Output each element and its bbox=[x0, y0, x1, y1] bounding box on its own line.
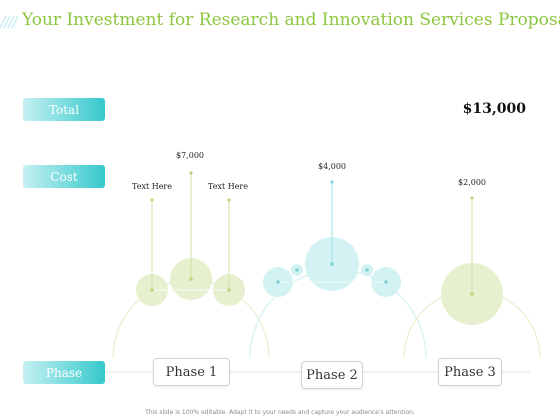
text-here-left: Text Here bbox=[132, 182, 172, 191]
phase1-cost-label: $7,000 bbox=[176, 151, 204, 160]
corner-stripes-icon bbox=[0, 16, 18, 28]
footer-note: This slide is 100% editable. Adapt it to… bbox=[145, 409, 415, 416]
page-title: Your Investment for Research and Innovat… bbox=[22, 10, 560, 30]
cost-label-pill: Cost bbox=[23, 165, 105, 188]
phase3-cost-label: $2,000 bbox=[458, 178, 486, 187]
phase-label-pill: Phase bbox=[23, 361, 105, 384]
phase2-cost-label: $4,000 bbox=[318, 162, 346, 171]
total-label-pill: Total bbox=[23, 98, 105, 121]
phase1-box: Phase 1 bbox=[153, 358, 230, 386]
phase3-box: Phase 3 bbox=[438, 358, 502, 386]
total-value: $13,000 bbox=[462, 101, 526, 117]
phase2-box: Phase 2 bbox=[301, 361, 363, 389]
text-here-right: Text Here bbox=[208, 182, 248, 191]
